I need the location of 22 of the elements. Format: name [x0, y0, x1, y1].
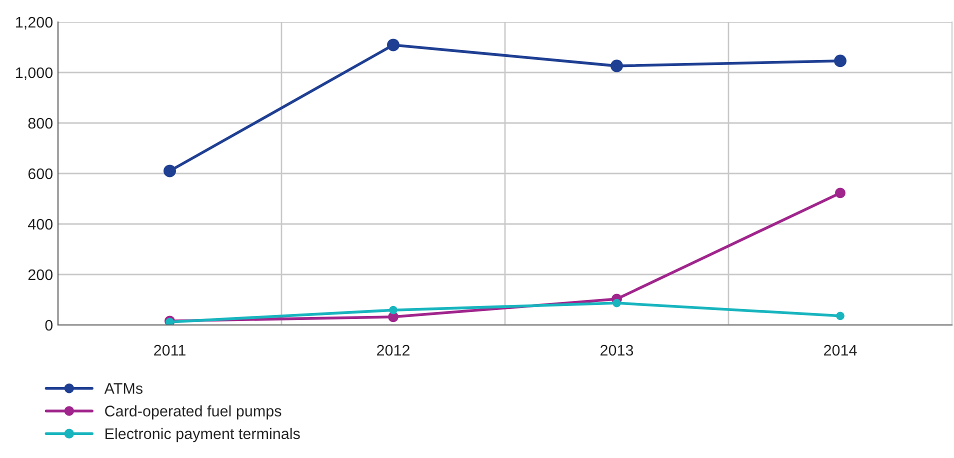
- point: [834, 54, 846, 68]
- y-tick-label: 200: [28, 269, 53, 280]
- legend-label: ATMs: [104, 383, 142, 394]
- point: [387, 38, 400, 52]
- point: [836, 312, 844, 320]
- legend-label: Card-operated fuel pumps: [105, 405, 282, 420]
- point: [835, 188, 846, 198]
- point: [164, 164, 176, 178]
- x-tick-label: 2011: [154, 344, 186, 356]
- legend-label: Electronic payment terminals: [106, 428, 300, 442]
- point: [612, 298, 621, 308]
- point: [610, 60, 623, 72]
- y-tick-label: 0: [45, 320, 53, 331]
- point: [389, 306, 398, 314]
- x-tick-label: 2013: [600, 344, 634, 356]
- x-tick-label: 2012: [377, 344, 410, 356]
- x-tick-label: 2014: [824, 344, 857, 356]
- y-tick-label: 600: [28, 168, 53, 180]
- y-tick-label: 1,000: [16, 67, 53, 80]
- y-tick-label: 400: [28, 218, 53, 230]
- y-tick-label: 1,200: [16, 16, 53, 30]
- y-tick-label: 800: [28, 118, 53, 129]
